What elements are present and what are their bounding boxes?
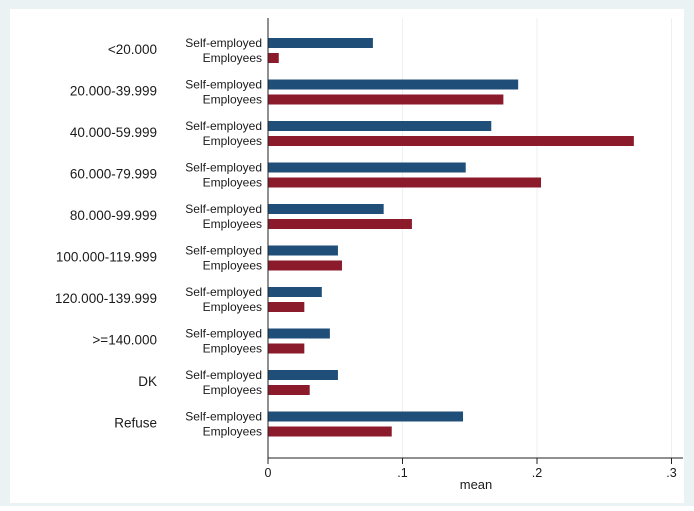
series-label-employees-2: Employees — [203, 134, 262, 148]
category-label-2: 40.000-59.999 — [70, 125, 157, 140]
bar-self-employed-8 — [268, 370, 338, 380]
bar-employees-5 — [268, 260, 342, 271]
category-label-9: Refuse — [114, 416, 157, 431]
category-label-0: <20.000 — [108, 42, 157, 57]
category-label-7: >=140.000 — [92, 333, 157, 348]
x-tick-label-3: .3 — [666, 466, 676, 480]
category-label-6: 120.000-139.999 — [55, 291, 157, 306]
series-label-employees-8: Employees — [203, 383, 262, 397]
bar-employees-0 — [268, 53, 279, 63]
bar-employees-2 — [268, 136, 634, 146]
bar-employees-8 — [268, 385, 310, 395]
bar-employees-4 — [268, 219, 412, 229]
bar-self-employed-4 — [268, 204, 384, 214]
series-label-employees-3: Employees — [203, 176, 262, 190]
category-label-5: 100.000-119.999 — [56, 250, 157, 265]
label-layer: Self-employedEmployees<20.000Self-employ… — [55, 36, 262, 439]
series-label-employees-4: Employees — [203, 217, 262, 231]
tick-layer: 0 .1 .2 .3 — [265, 458, 677, 480]
series-label-self-employed-8: Self-employed — [185, 368, 262, 382]
bar-employees-1 — [268, 94, 504, 105]
bar-self-employed-2 — [268, 121, 492, 131]
grid-layer — [402, 18, 672, 458]
series-label-self-employed-1: Self-employed — [185, 78, 262, 92]
bar-self-employed-1 — [268, 79, 519, 90]
bar-employees-6 — [268, 302, 305, 312]
category-label-8: DK — [138, 374, 157, 389]
bar-self-employed-7 — [268, 328, 330, 339]
x-tick-label-1: .1 — [397, 466, 407, 480]
category-label-4: 80.000-99.999 — [70, 208, 157, 223]
bar-self-employed-3 — [268, 162, 466, 173]
category-label-1: 20.000-39.999 — [70, 84, 157, 99]
series-label-self-employed-5: Self-employed — [185, 244, 262, 258]
series-label-self-employed-6: Self-employed — [185, 285, 262, 299]
x-tick-label-0: 0 — [265, 466, 272, 480]
series-label-self-employed-0: Self-employed — [185, 36, 262, 50]
series-label-employees-5: Employees — [203, 259, 262, 273]
bar-employees-7 — [268, 343, 305, 354]
series-label-self-employed-9: Self-employed — [185, 410, 262, 424]
bar-self-employed-6 — [268, 287, 322, 297]
bar-employees-3 — [268, 177, 542, 188]
bar-layer — [268, 38, 634, 437]
series-label-employees-0: Employees — [203, 51, 262, 65]
bar-self-employed-0 — [268, 38, 373, 48]
bar-self-employed-9 — [268, 411, 464, 422]
series-label-employees-6: Employees — [203, 300, 262, 314]
bar-employees-9 — [268, 426, 392, 437]
series-label-employees-7: Employees — [203, 342, 262, 356]
x-axis-title: mean — [460, 477, 493, 492]
series-label-self-employed-4: Self-employed — [185, 202, 262, 216]
series-label-self-employed-2: Self-employed — [185, 119, 262, 133]
category-label-3: 60.000-79.999 — [70, 167, 157, 182]
series-label-employees-1: Employees — [203, 93, 262, 107]
series-label-self-employed-7: Self-employed — [185, 327, 262, 341]
x-tick-label-2: .2 — [532, 466, 542, 480]
series-label-self-employed-3: Self-employed — [185, 161, 262, 175]
series-label-employees-9: Employees — [203, 425, 262, 439]
bar-self-employed-5 — [268, 245, 338, 256]
